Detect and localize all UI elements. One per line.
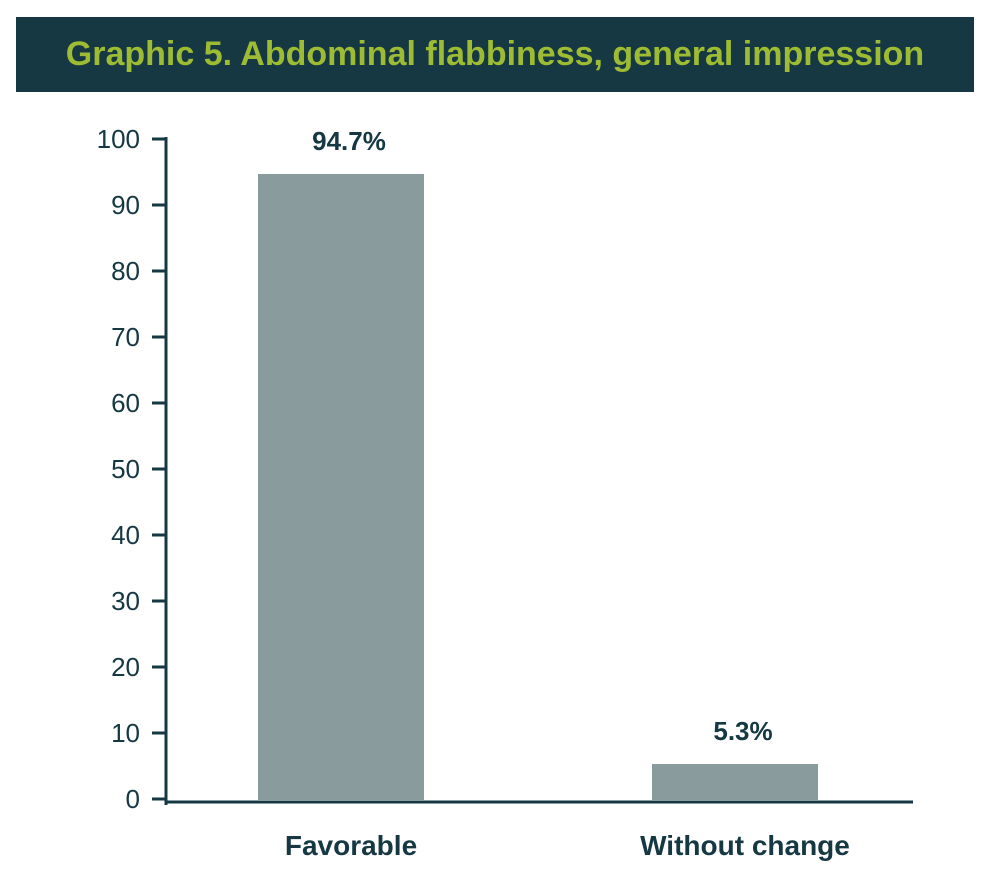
y-tick-label: 0 [126,784,140,814]
y-tick-label: 20 [111,652,140,682]
data-label: 94.7% [312,126,386,156]
title-banner: Graphic 5. Abdominal flabbiness, general… [16,17,974,92]
y-tick-label: 40 [111,520,140,550]
y-tick-label: 50 [111,454,140,484]
chart-title: Graphic 5. Abdominal flabbiness, general… [65,35,925,73]
bar-without-change [652,764,818,801]
y-tick-label: 70 [111,322,140,352]
y-tick-label: 30 [111,586,140,616]
y-tick-label: 90 [111,190,140,220]
y-tick-label: 10 [111,718,140,748]
y-tick-label: 80 [111,256,140,286]
x-category-label: Favorable [285,830,417,861]
data-label: 5.3% [713,716,772,746]
y-tick-label: 100 [97,124,140,154]
bar-favorable [258,173,424,802]
y-tick-label: 60 [111,388,140,418]
x-category-label: Without change [640,830,850,861]
